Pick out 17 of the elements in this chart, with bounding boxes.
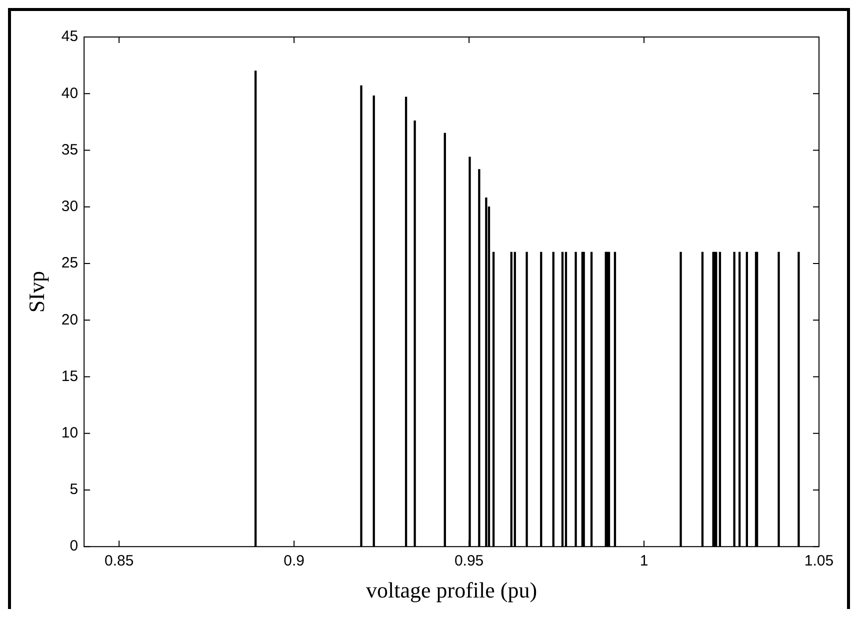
x-tick-label: 0.85 (104, 552, 134, 570)
y-tick-label: 25 (61, 254, 78, 272)
y-tick-label: 45 (61, 28, 78, 46)
y-tick-label: 10 (61, 424, 78, 442)
x-tick-label: 0.95 (454, 552, 484, 570)
y-tick-label: 35 (61, 141, 78, 158)
y-tick-label: 0 (70, 538, 78, 555)
x-axis-title: voltage profile (pu) (366, 578, 538, 603)
y-axis-title: SIvp (24, 271, 49, 313)
y-tick-label: 30 (61, 198, 78, 216)
y-tick-label: 40 (61, 84, 78, 102)
y-tick-label: 20 (61, 311, 78, 328)
x-tick-label: 1 (640, 552, 648, 570)
x-tick-label: 1.05 (804, 552, 834, 570)
y-tick-label: 15 (61, 368, 78, 385)
x-tick-label: 0.9 (284, 552, 304, 570)
y-tick-label: 5 (70, 481, 78, 498)
